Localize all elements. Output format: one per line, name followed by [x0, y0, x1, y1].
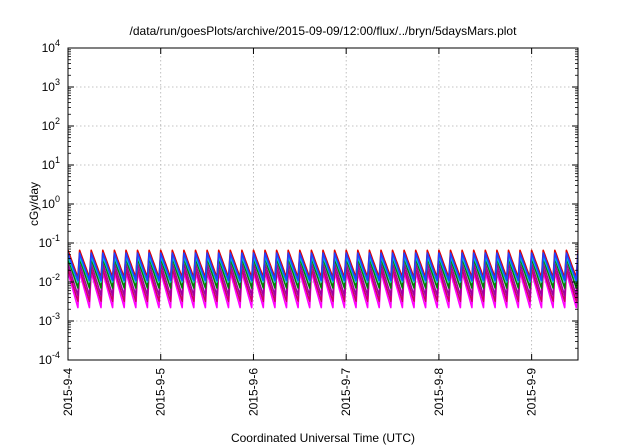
grid	[68, 48, 578, 360]
y-axis-label: cGy/day	[27, 182, 41, 226]
x-tick-label: 2015-9-5	[154, 368, 168, 416]
y-tick-label: 10-2	[39, 272, 60, 289]
series-line-0	[68, 271, 578, 309]
series-line-1	[68, 267, 578, 303]
y-tick-label: 100	[42, 194, 60, 211]
y-tick-label: 10-1	[39, 233, 60, 250]
y-tick-label: 101	[42, 155, 60, 172]
chart-title: /data/run/goesPlots/archive/2015-09-09/1…	[130, 24, 518, 38]
series-line-6	[68, 252, 578, 282]
x-tick-label: 2015-9-9	[525, 368, 539, 416]
y-tick-label: 104	[42, 38, 60, 55]
series-layer	[68, 249, 578, 309]
x-tick-label: 2015-9-4	[61, 368, 75, 416]
x-axis-label: Coordinated Universal Time (UTC)	[231, 431, 415, 445]
y-tick-label: 102	[42, 116, 60, 133]
series-line-3	[68, 257, 578, 289]
x-axis: 2015-9-4 2015-9-5 2015-9-6 2015-9-7 2015-9-8…	[61, 48, 539, 416]
y-tick-label: 10-3	[39, 311, 60, 328]
series-line-2	[68, 262, 578, 297]
x-tick-label: 2015-9-6	[246, 368, 260, 416]
y-tick-label: 103	[42, 77, 60, 94]
y-tick-label: 10-4	[39, 350, 60, 367]
x-tick-label: 2015-9-8	[432, 368, 446, 416]
x-tick-label: 2015-9-7	[339, 368, 353, 416]
